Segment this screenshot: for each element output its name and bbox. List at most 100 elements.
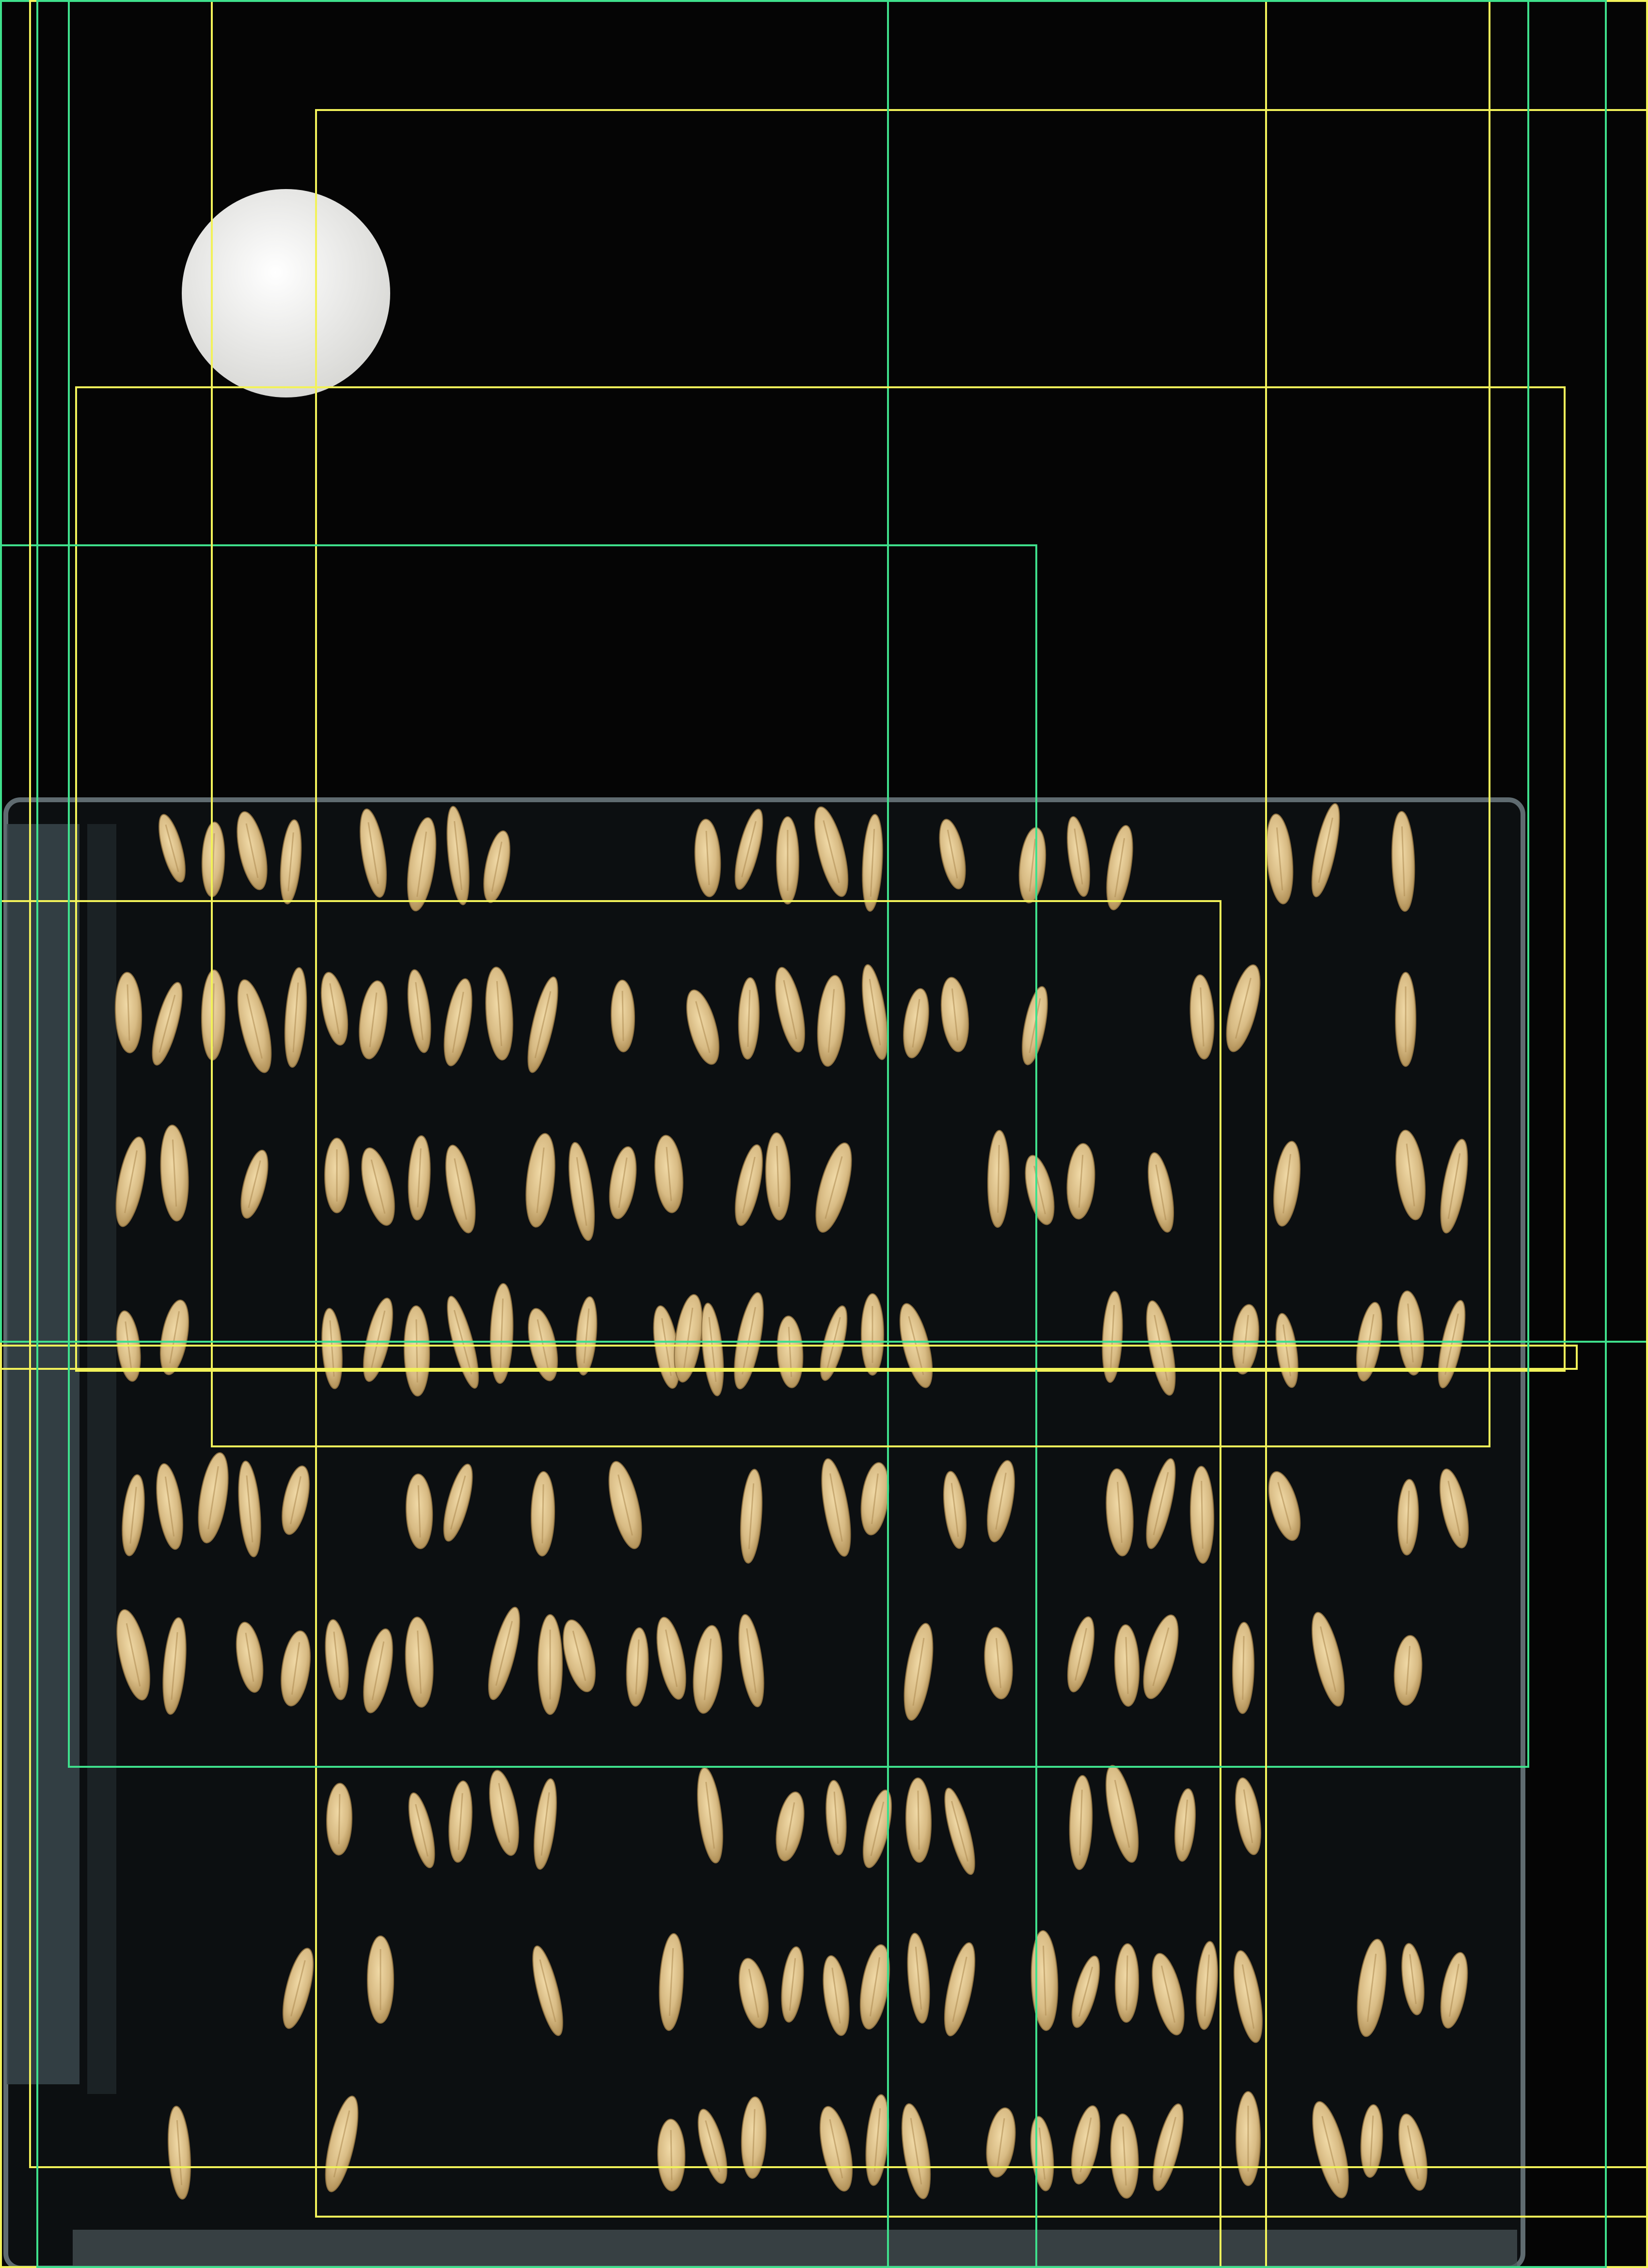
grain-crease (997, 2118, 1005, 2167)
grain-crease (1155, 1164, 1167, 1221)
grain-crease (370, 1310, 386, 1369)
grain-crease (910, 2118, 922, 2185)
grain-crease (1243, 1789, 1253, 1843)
grain-crease (576, 1157, 587, 1226)
grain-crease (1277, 1482, 1292, 1530)
grain-crease (1448, 1964, 1460, 2017)
grain-crease (741, 821, 757, 878)
grain-crease (947, 829, 958, 879)
grain-crease (995, 1638, 1002, 1688)
grain-crease (246, 993, 263, 1059)
grain-crease (748, 1968, 760, 2018)
grain-crease (245, 823, 259, 878)
grain-crease (415, 1319, 418, 1383)
tray-bottom-rail (73, 2230, 1517, 2268)
grain-crease (1152, 1627, 1170, 1686)
grain-crease (498, 1783, 510, 1843)
grain-crease (534, 991, 552, 1059)
grain-crease (915, 1947, 922, 2010)
grain-crease (776, 1145, 780, 1207)
grain-crease (1369, 2115, 1374, 2167)
grain-crease (742, 1157, 756, 1214)
grain-crease (1366, 1953, 1377, 2022)
grain-crease (829, 1473, 843, 1542)
grain-crease (1122, 2126, 1127, 2186)
grain-crease (951, 988, 959, 1041)
grain-crease (1283, 1154, 1291, 1214)
grain-crease (367, 822, 379, 884)
grain-crease (1038, 2127, 1046, 2180)
grain-crease (1110, 1305, 1115, 1369)
grain-crease (670, 2130, 673, 2180)
grain-crease (826, 1316, 841, 1370)
grain-crease (491, 841, 503, 892)
grain-crease (1444, 1313, 1459, 1375)
grain-crease (207, 1466, 219, 1530)
grain-crease (333, 1632, 341, 1688)
grain-crease (124, 1150, 138, 1213)
grain-crease (1447, 1480, 1461, 1537)
grain-crease (1125, 1955, 1128, 2011)
grain-crease (705, 1782, 715, 1849)
grain-crease (746, 1628, 757, 1693)
grain-crease (129, 1487, 137, 1544)
grain-crease (869, 1957, 881, 2017)
grain-crease (1114, 1779, 1130, 1848)
grain-crease (415, 1804, 428, 1857)
grain-crease (752, 2109, 756, 2166)
tray-left-rail (7, 824, 79, 2084)
grain-crease (1201, 1480, 1204, 1549)
grain-crease (1283, 1324, 1291, 1377)
grain-crease (176, 2120, 183, 2186)
grain-crease (536, 1147, 545, 1213)
grain-crease (995, 1473, 1007, 1530)
grain-crease (287, 832, 294, 891)
grain-crease (583, 1308, 590, 1364)
grain-crease (333, 2110, 350, 2178)
grain-crease (1401, 826, 1406, 897)
grain-crease (870, 829, 875, 897)
grain-crease (951, 1801, 969, 1862)
grain-crease (618, 1157, 628, 1208)
grain-crease (415, 982, 424, 1040)
grain-crease (635, 1639, 640, 1695)
grain-crease (1319, 1626, 1337, 1692)
grain-crease (454, 821, 462, 890)
grain-crease (450, 1475, 466, 1530)
grain-crease (245, 1633, 254, 1682)
grain-crease (870, 1801, 885, 1856)
bounding-box-box-d (75, 386, 1566, 1372)
grain-crease (829, 2119, 843, 2179)
grain-crease (1407, 2125, 1419, 2179)
grain-crease (540, 1792, 550, 1856)
grain-crease (668, 1948, 674, 2016)
grain-crease (172, 1139, 177, 1207)
grain-crease (329, 983, 340, 1034)
grain-crease (951, 1483, 959, 1537)
grain-crease (212, 983, 215, 1047)
grain-crease (823, 820, 840, 883)
grain-crease (666, 1147, 672, 1201)
grain-crease (452, 992, 464, 1053)
bounding-box-box-g (0, 1345, 1578, 1370)
grain-crease (1204, 1954, 1210, 2016)
grain-crease (371, 1641, 385, 1700)
grain-crease (1079, 1790, 1083, 1856)
tray-left-rail-inner (87, 824, 116, 2094)
grain-crease (827, 989, 835, 1053)
grain-crease (665, 1629, 678, 1687)
grain-crease (1406, 1491, 1410, 1544)
grain-crease (1160, 1966, 1176, 2023)
grain-crease (248, 1160, 261, 1208)
grain-crease (171, 1632, 178, 1700)
grain-crease (1242, 1636, 1245, 1700)
grain-crease (496, 981, 503, 1047)
grain-crease (1276, 827, 1284, 890)
grain-crease (126, 1623, 141, 1687)
grain-crease (417, 1630, 422, 1694)
grain-crease (1117, 1482, 1123, 1543)
grain-crease (246, 1475, 254, 1543)
grain-crease (1318, 817, 1333, 883)
grain-crease (695, 1001, 711, 1053)
